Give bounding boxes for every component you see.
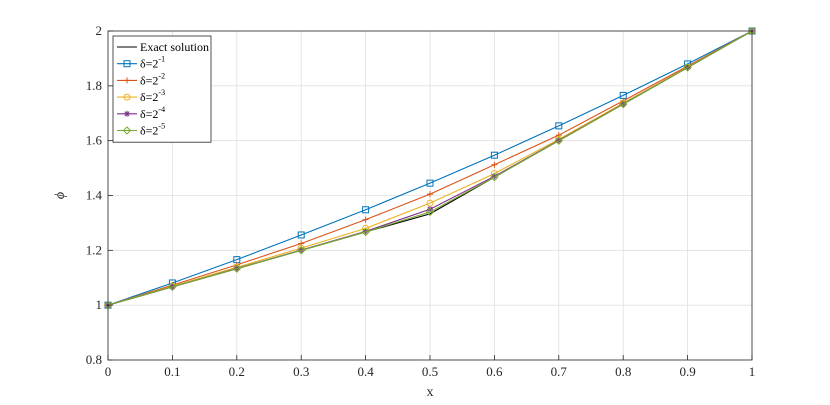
data-point-square (490, 151, 498, 159)
data-point-square (555, 122, 563, 130)
x-tick-label: 0 (105, 364, 112, 379)
y-axis-label: ϕ (53, 192, 68, 199)
legend-label: δ=2-2 (140, 71, 165, 87)
legend-item: δ=2-1 (117, 55, 165, 71)
data-point-diamond (361, 227, 370, 237)
legend-item: δ=2-3 (117, 88, 165, 104)
y-tick-label: 0.8 (86, 352, 102, 367)
legend-label: Exact solution (140, 40, 209, 54)
data-point-diamond (618, 99, 628, 109)
series-line (107, 30, 753, 306)
y-tick-label: 1.6 (86, 133, 103, 148)
series-line (107, 30, 753, 306)
legend-label: δ=2-3 (140, 88, 165, 104)
data-point-square (362, 206, 370, 214)
x-tick-label: 1 (749, 364, 756, 379)
legend-item: δ=2-4 (117, 105, 165, 121)
data-point-plus (124, 77, 130, 84)
data-point-square (426, 179, 434, 187)
data-point-diamond (683, 63, 692, 72)
x-tick-label: 0.5 (422, 364, 438, 379)
data-point-diamond (554, 136, 564, 145)
data-point-plus (362, 216, 369, 223)
data-point-diamond (168, 282, 177, 292)
x-tick-label: 0.4 (357, 364, 374, 379)
axis-ticks: 0 0.1 0.2 0.3 0.4 0.5 0.6 0.7 0.8 0.9 1 0.8 1 1.2 1.4 1… (86, 23, 756, 379)
legend-box (112, 35, 212, 143)
data-point-square (123, 60, 131, 68)
x-tick-label: 0.1 (164, 364, 180, 379)
data-point-circle (123, 93, 131, 101)
legend-item: Exact solution (117, 40, 209, 54)
data-point-diamond (425, 207, 435, 217)
y-tick-label: 1.2 (86, 242, 102, 257)
series-line (107, 30, 753, 306)
data-point-diamond (296, 246, 306, 255)
x-tick-label: 0.8 (615, 364, 631, 379)
y-tick-label: 2 (96, 23, 103, 38)
y-tick-label: 1.8 (86, 78, 102, 93)
data-point-diamond (490, 172, 499, 182)
data-point-circle (426, 199, 434, 207)
data-point-square (297, 231, 305, 239)
x-tick-label: 0.9 (679, 364, 695, 379)
legend-label: δ=2-1 (140, 55, 165, 71)
y-tick-label: 1 (96, 297, 103, 312)
legend-item: δ=2-5 (117, 122, 165, 138)
x-tick-label: 0.3 (293, 364, 309, 379)
data-point-star (491, 173, 498, 180)
data-point-star (427, 206, 433, 213)
legend-item: δ=2-2 (117, 71, 165, 87)
data-point-plus (491, 161, 498, 168)
x-axis-label: x (427, 385, 434, 400)
series-1 (104, 27, 756, 309)
data-point-star (124, 110, 130, 117)
x-tick-label: 0.2 (229, 364, 245, 379)
legend-label: δ=2-5 (140, 122, 165, 138)
legend-label: δ=2-4 (140, 105, 165, 121)
y-tick-label: 1.4 (86, 188, 103, 203)
data-point-diamond (122, 126, 132, 135)
data-point-diamond (232, 264, 242, 273)
data-point-plus (427, 191, 433, 198)
x-tick-label: 0.6 (486, 364, 503, 379)
x-tick-label: 0.7 (551, 364, 568, 379)
